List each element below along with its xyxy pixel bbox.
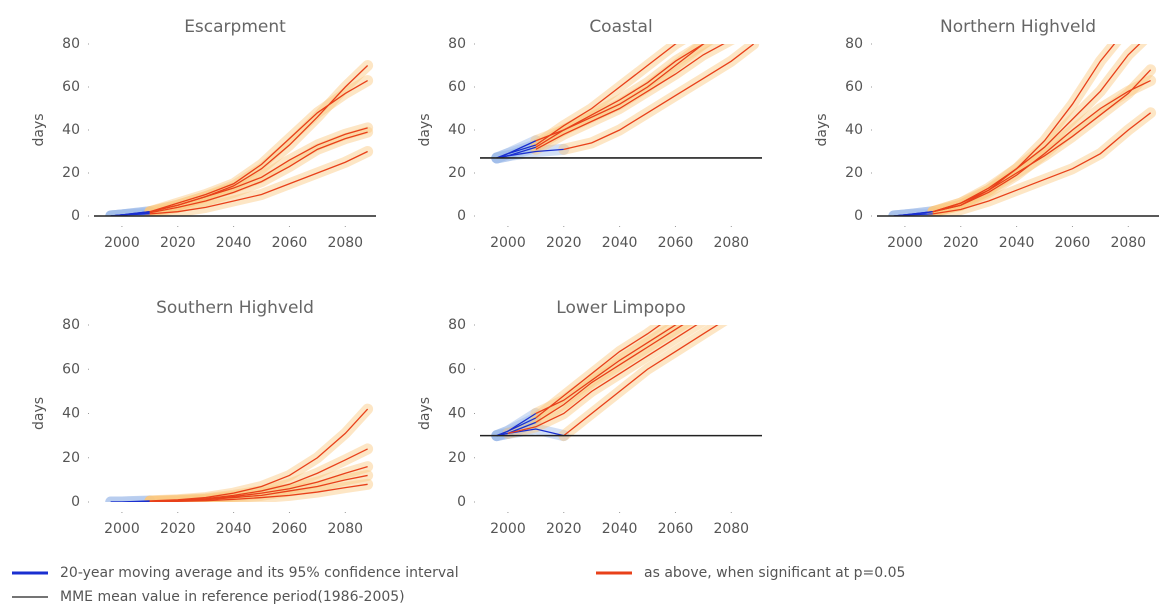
y-axis-label: days bbox=[31, 113, 47, 146]
y-tick-label: 20 bbox=[62, 450, 80, 466]
series-line bbox=[496, 140, 537, 159]
x-tick-label: 2060 bbox=[272, 235, 308, 251]
plot-area bbox=[491, 44, 760, 164]
panel-title: Lower Limpopo bbox=[556, 298, 685, 318]
x-tick-label: 2000 bbox=[887, 235, 923, 251]
y-tick-label: 80 bbox=[62, 36, 80, 52]
y-tick-label: 20 bbox=[448, 450, 466, 466]
y-tick-label: 0 bbox=[71, 494, 80, 510]
series-line bbox=[496, 428, 564, 437]
series-line bbox=[149, 79, 368, 213]
y-tick-label: 40 bbox=[448, 122, 466, 138]
x-tick-label: 2060 bbox=[658, 235, 694, 251]
legend-label: 20-year moving average and its 95% confi… bbox=[60, 565, 459, 581]
y-tick-label: 60 bbox=[62, 361, 80, 377]
series-line bbox=[563, 325, 719, 437]
y-tick-label: 60 bbox=[448, 361, 466, 377]
y-tick-label: 0 bbox=[71, 208, 80, 224]
series-line bbox=[535, 325, 677, 415]
series-line bbox=[496, 148, 564, 159]
x-tick-label: 2020 bbox=[160, 521, 196, 537]
series-line bbox=[535, 325, 684, 423]
y-axis-label: days bbox=[417, 113, 433, 146]
x-tick-label: 2060 bbox=[658, 521, 694, 537]
y-tick-label: 60 bbox=[448, 79, 466, 95]
panel-title: Coastal bbox=[589, 17, 652, 37]
x-tick-label: 2080 bbox=[327, 235, 363, 251]
y-tick-label: 20 bbox=[448, 165, 466, 181]
y-tick-label: 40 bbox=[62, 122, 80, 138]
series-line bbox=[535, 44, 725, 150]
x-tick-label: 2020 bbox=[546, 521, 582, 537]
y-axis-label: days bbox=[417, 397, 433, 430]
series-line bbox=[507, 325, 698, 435]
x-tick-label: 2020 bbox=[943, 235, 979, 251]
series-line bbox=[149, 131, 368, 214]
y-tick-label: 80 bbox=[448, 317, 466, 333]
y-tick-label: 80 bbox=[845, 36, 863, 52]
series-line bbox=[149, 483, 368, 502]
series-line bbox=[496, 412, 537, 437]
x-tick-label: 2000 bbox=[104, 521, 140, 537]
panel-title: Escarpment bbox=[184, 17, 286, 37]
series-line bbox=[149, 150, 368, 215]
x-tick-label: 2000 bbox=[104, 235, 140, 251]
plot-area bbox=[105, 403, 374, 502]
series-line bbox=[932, 112, 1152, 215]
panel-title: Southern Highveld bbox=[156, 298, 314, 318]
x-tick-label: 2060 bbox=[1055, 235, 1091, 251]
x-tick-label: 2040 bbox=[602, 521, 638, 537]
y-tick-label: 60 bbox=[845, 79, 863, 95]
y-tick-label: 40 bbox=[62, 406, 80, 422]
y-tick-label: 40 bbox=[448, 406, 466, 422]
x-tick-label: 2080 bbox=[713, 521, 749, 537]
series-line bbox=[535, 44, 705, 142]
y-tick-label: 20 bbox=[62, 165, 80, 181]
y-tick-label: 80 bbox=[62, 317, 80, 333]
x-tick-label: 2040 bbox=[216, 521, 252, 537]
series-line bbox=[563, 44, 755, 150]
y-axis-label: days bbox=[814, 113, 830, 146]
x-tick-label: 2020 bbox=[160, 235, 196, 251]
series-line bbox=[149, 408, 369, 502]
y-tick-label: 60 bbox=[62, 79, 80, 95]
y-tick-label: 0 bbox=[457, 494, 466, 510]
x-tick-label: 2000 bbox=[490, 521, 526, 537]
y-tick-label: 80 bbox=[448, 36, 466, 52]
series-line bbox=[932, 69, 1152, 213]
x-tick-label: 2040 bbox=[602, 235, 638, 251]
plot-area bbox=[105, 60, 374, 216]
y-tick-label: 0 bbox=[457, 208, 466, 224]
legend-label: MME mean value in reference period(1986-… bbox=[60, 589, 405, 605]
y-tick-label: 0 bbox=[854, 208, 863, 224]
series-line bbox=[535, 44, 705, 148]
legend-label: as above, when significant at p=0.05 bbox=[644, 565, 905, 581]
x-tick-label: 2020 bbox=[546, 235, 582, 251]
x-tick-label: 2040 bbox=[999, 235, 1035, 251]
y-tick-label: 20 bbox=[845, 165, 863, 181]
series-line bbox=[535, 325, 662, 419]
x-tick-label: 2080 bbox=[1110, 235, 1146, 251]
series-line bbox=[149, 127, 368, 213]
series-line bbox=[932, 44, 1141, 213]
y-axis-label: days bbox=[31, 397, 47, 430]
x-tick-label: 2000 bbox=[490, 235, 526, 251]
x-tick-label: 2080 bbox=[713, 235, 749, 251]
x-tick-label: 2080 bbox=[327, 521, 363, 537]
x-tick-label: 2040 bbox=[216, 235, 252, 251]
series-line bbox=[535, 44, 677, 146]
y-tick-label: 40 bbox=[845, 122, 863, 138]
x-tick-label: 2060 bbox=[272, 521, 308, 537]
panel-title: Northern Highveld bbox=[940, 17, 1096, 37]
plot-area bbox=[888, 44, 1157, 216]
plot-area bbox=[491, 325, 728, 442]
